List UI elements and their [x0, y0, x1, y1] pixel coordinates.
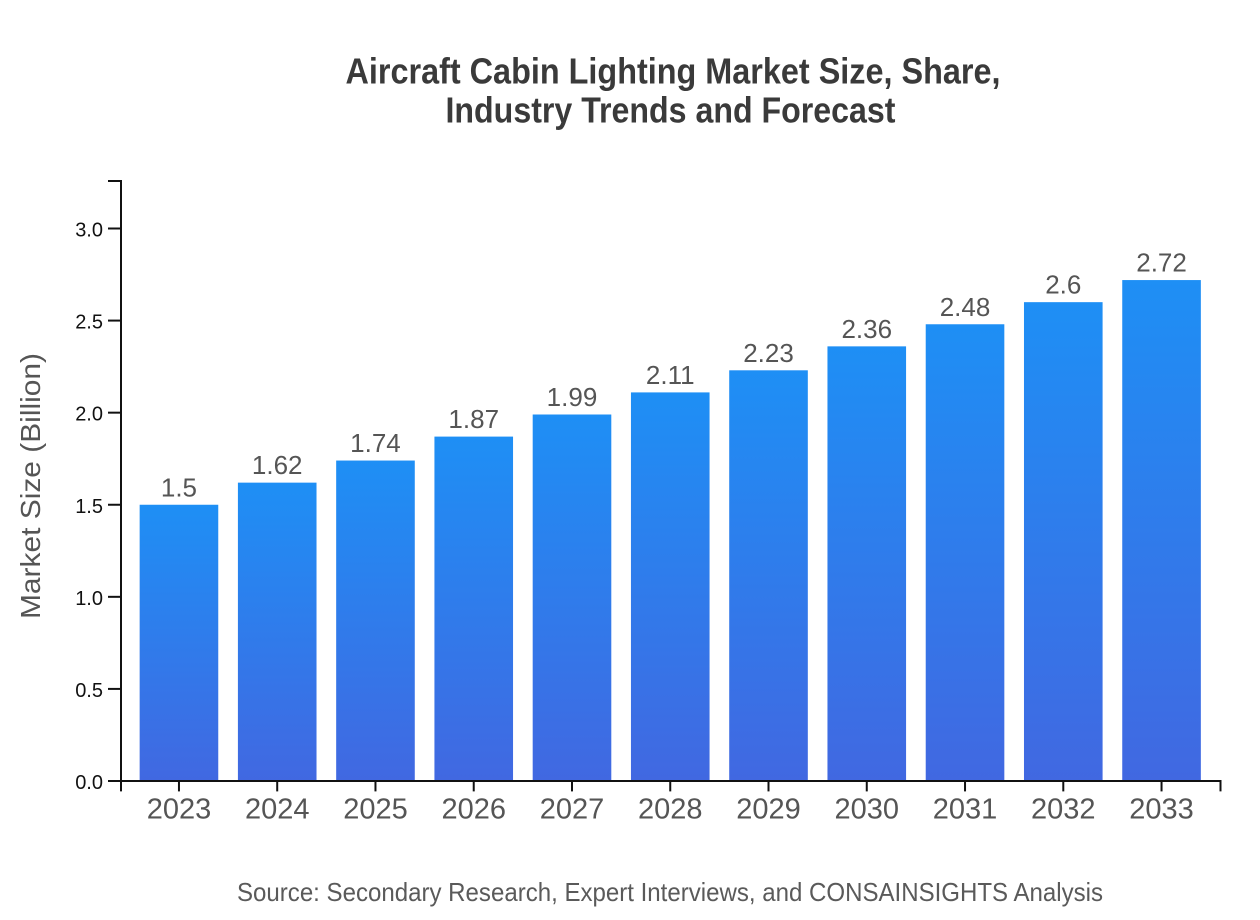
svg-text:0.5: 0.5: [75, 680, 103, 702]
svg-text:1.99: 1.99: [547, 382, 598, 412]
svg-text:2.11: 2.11: [646, 360, 695, 390]
svg-text:1.5: 1.5: [75, 496, 103, 518]
svg-text:2.0: 2.0: [75, 404, 103, 426]
svg-text:3.0: 3.0: [75, 219, 103, 241]
svg-text:2025: 2025: [343, 794, 408, 826]
svg-text:2.23: 2.23: [743, 338, 794, 368]
svg-text:2.5: 2.5: [75, 312, 103, 334]
svg-text:2024: 2024: [245, 794, 310, 826]
svg-text:0.0: 0.0: [75, 772, 103, 794]
svg-text:2030: 2030: [835, 794, 900, 826]
svg-text:2.72: 2.72: [1136, 248, 1187, 278]
svg-text:1.87: 1.87: [448, 404, 499, 434]
svg-text:2023: 2023: [147, 794, 212, 826]
svg-text:1.5: 1.5: [161, 472, 197, 502]
svg-text:1.0: 1.0: [75, 588, 103, 610]
svg-text:1.74: 1.74: [350, 428, 401, 458]
svg-text:2026: 2026: [441, 794, 506, 826]
svg-text:1.62: 1.62: [252, 450, 303, 480]
svg-text:Industry Trends and Forecast: Industry Trends and Forecast: [446, 90, 896, 131]
svg-text:2.36: 2.36: [841, 314, 892, 344]
svg-text:2.6: 2.6: [1045, 270, 1081, 300]
svg-text:2029: 2029: [736, 794, 801, 826]
svg-text:Aircraft Cabin Lighting Market: Aircraft Cabin Lighting Market Size, Sha…: [346, 51, 1001, 92]
svg-text:2031: 2031: [933, 794, 998, 826]
svg-text:2032: 2032: [1031, 794, 1096, 826]
svg-text:2.48: 2.48: [940, 292, 991, 322]
svg-text:2033: 2033: [1129, 794, 1194, 826]
svg-text:Source: Secondary Research, Ex: Source: Secondary Research, Expert Inter…: [237, 877, 1103, 907]
svg-text:Market Size (Billion): Market Size (Billion): [15, 353, 46, 619]
svg-text:2028: 2028: [638, 794, 703, 826]
svg-text:2027: 2027: [540, 794, 605, 826]
